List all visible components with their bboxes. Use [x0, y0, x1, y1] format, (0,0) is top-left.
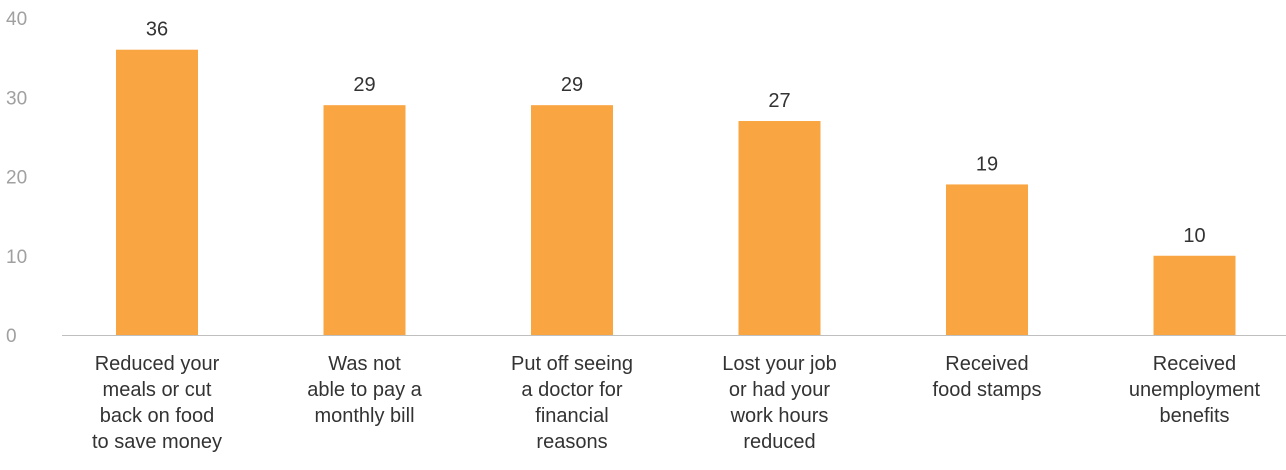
- category-label-line: reasons: [536, 431, 607, 453]
- category-label-line: Received: [1153, 353, 1236, 375]
- data-label: 36: [146, 19, 168, 41]
- category-label-line: or had your: [729, 379, 831, 401]
- category-label-line: back on food: [100, 405, 215, 427]
- category-label: Received food stamps: [933, 353, 1042, 401]
- category-label-line: work hours: [730, 405, 829, 427]
- category-label: Lost your job or had your work hours reduce…: [722, 353, 837, 453]
- y-tick-label: 10: [6, 247, 27, 268]
- category-label-line: benefits: [1159, 405, 1229, 427]
- category-label-line: able to pay a: [307, 379, 422, 401]
- data-label: 10: [1183, 225, 1205, 247]
- category-label-line: Reduced your: [95, 353, 220, 375]
- bar: [531, 105, 613, 335]
- y-tick-label: 20: [6, 168, 27, 189]
- category-label-line: Was not: [328, 353, 401, 375]
- category-label-line: a doctor for: [521, 379, 623, 401]
- category-label-line: financial: [535, 405, 608, 427]
- category-label: Received unemployment benefits: [1129, 353, 1261, 427]
- data-labels-group: 36 29 29 27 19 10: [146, 19, 1206, 247]
- category-label-line: monthly bill: [314, 405, 414, 427]
- data-label: 29: [353, 74, 375, 96]
- data-label: 27: [768, 90, 790, 112]
- y-axis-ticks: 0 10 20 30 40: [6, 9, 27, 347]
- y-tick-label: 30: [6, 88, 27, 109]
- y-tick-label: 0: [6, 326, 17, 347]
- category-label-line: food stamps: [933, 379, 1042, 401]
- bar: [1153, 255, 1236, 335]
- category-label-line: meals or cut: [103, 379, 212, 401]
- category-label-line: Lost your job: [722, 353, 837, 375]
- category-label-line: reduced: [743, 431, 815, 453]
- category-label-line: Received: [945, 353, 1028, 375]
- data-label: 19: [976, 153, 998, 175]
- bar: [738, 121, 821, 336]
- category-label: Put off seeing a doctor for financial reaso…: [511, 353, 633, 453]
- category-labels-group: Reduced your meals or cut back on food to s…: [92, 353, 1261, 453]
- category-label-line: Put off seeing: [511, 353, 633, 375]
- bars-group: [116, 49, 1236, 336]
- category-label-line: unemployment: [1129, 379, 1261, 401]
- bar: [116, 49, 198, 335]
- category-label: Reduced your meals or cut back on food to s…: [92, 353, 222, 453]
- bar: [946, 184, 1028, 335]
- y-tick-label: 40: [6, 9, 27, 30]
- data-label: 29: [561, 74, 583, 96]
- category-label-line: to save money: [92, 431, 222, 453]
- bar: [323, 105, 406, 335]
- category-label: Was not able to pay a monthly bill: [307, 353, 422, 427]
